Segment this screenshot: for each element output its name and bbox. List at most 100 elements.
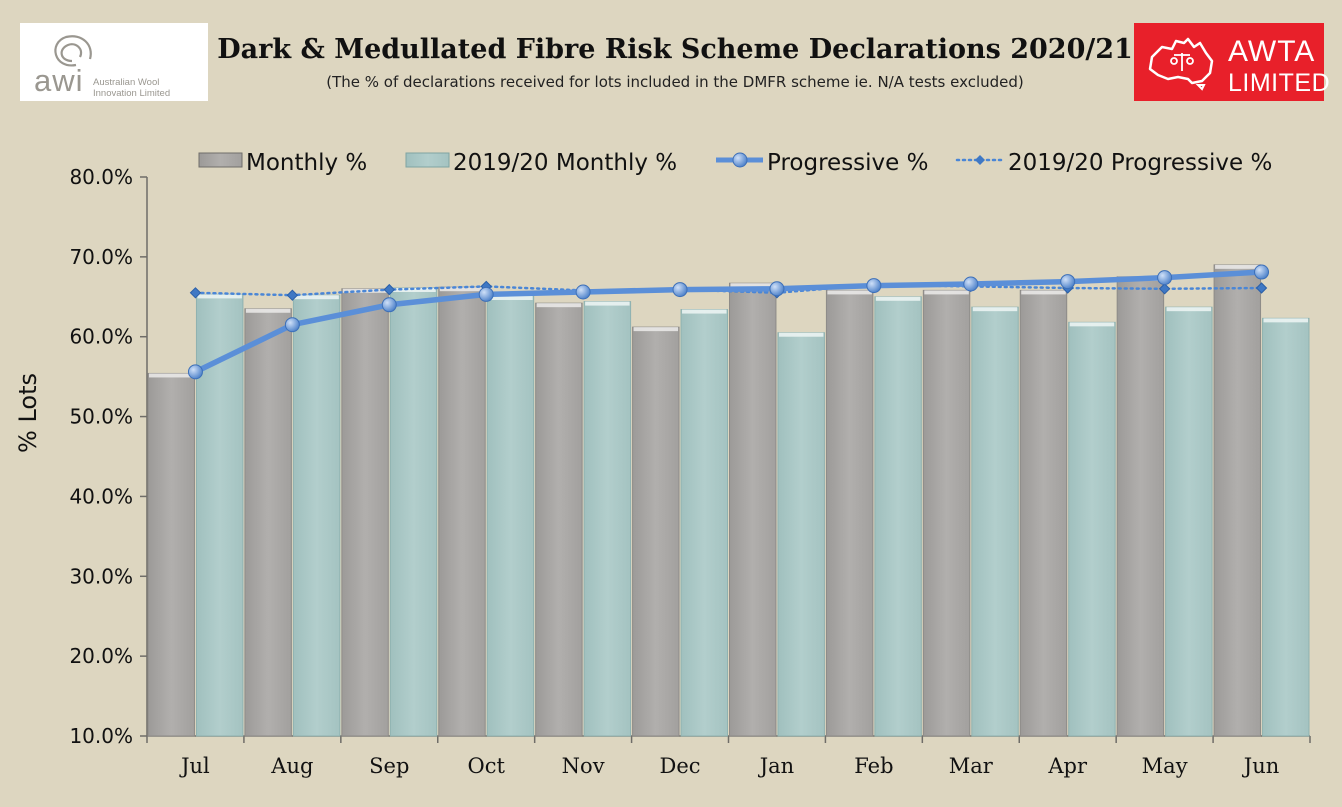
- awi-swirl-icon: [54, 35, 92, 67]
- legend-label-prev-monthly: 2019/20 Monthly %: [453, 150, 677, 176]
- bar-monthly-top: [730, 283, 775, 288]
- awta-wordmark: AWTA: [1228, 35, 1316, 68]
- y-tick-label: 10.0%: [69, 724, 133, 748]
- y-tick-label: 40.0%: [69, 484, 133, 508]
- bar-prev-monthly: [1262, 317, 1310, 737]
- bar-prev-monthly-top: [1069, 322, 1115, 327]
- point-progressive: [769, 281, 785, 297]
- point-progressive: [575, 284, 591, 300]
- point-progressive: [1060, 274, 1076, 290]
- bars: [147, 264, 1310, 737]
- bar-monthly-top: [633, 327, 679, 332]
- awi-logo: awi Australian Wool Innovation Limited: [20, 23, 208, 101]
- series-line-progressive: [192, 269, 1265, 375]
- legend-swatch-monthly: [198, 152, 243, 168]
- bar-prev-monthly-top: [197, 294, 242, 299]
- y-tick-label: 80.0%: [69, 165, 133, 189]
- bar-prev-monthly-top: [972, 307, 1018, 312]
- bar-monthly-top: [536, 303, 582, 308]
- bar-monthly: [1019, 289, 1068, 737]
- bar-monthly-top: [245, 308, 291, 313]
- bar-monthly: [1213, 264, 1262, 737]
- legend-marker-progressive: [732, 152, 748, 168]
- point-progressive: [866, 278, 882, 294]
- y-tick-label: 30.0%: [69, 564, 133, 588]
- point-prev-progressive: [286, 289, 299, 301]
- bar-prev-monthly-top: [585, 301, 630, 306]
- bar-prev-monthly-top: [488, 295, 533, 300]
- bar-prev-monthly: [389, 287, 438, 737]
- point-progressive: [672, 282, 688, 298]
- point-progressive: [1157, 270, 1173, 286]
- legend-label-prev-progressive: 2019/20 Progressive %: [1008, 150, 1272, 176]
- bar-monthly: [535, 302, 583, 737]
- y-axis-title: % Lots: [14, 373, 42, 453]
- x-tick-label: Jul: [179, 754, 210, 778]
- legend-swatch-prev-monthly: [405, 152, 450, 168]
- axes: 10.0% 20.0% 30.0% 40.0% 50.0% 60.0% 70.0% 80.0%…: [69, 165, 1311, 778]
- bar-prev-monthly-top: [682, 309, 727, 314]
- bar-prev-monthly-top: [1166, 307, 1212, 312]
- bar-monthly: [729, 282, 777, 737]
- legend: Monthly % 2019/20 Monthly % Progressive % 2…: [198, 150, 1272, 176]
- bar-monthly: [632, 326, 680, 737]
- page-subtitle: (The % of declarations received for lots…: [326, 73, 1024, 91]
- point-prev-progressive: [1158, 283, 1171, 295]
- bar-monthly-top: [1021, 290, 1066, 295]
- awi-subtext: Australian Wool Innovation Limited: [93, 77, 203, 99]
- x-tick-label: May: [1142, 754, 1188, 778]
- bar-prev-monthly: [680, 309, 729, 737]
- bar-prev-monthly-top: [875, 296, 921, 301]
- legend-label-monthly: Monthly %: [246, 150, 367, 176]
- legend-marker-prev-progressive: [975, 155, 985, 165]
- bar-monthly: [341, 288, 389, 737]
- x-tick-label: Mar: [949, 754, 994, 778]
- awi-wordmark: awi: [34, 63, 84, 98]
- bar-monthly: [825, 289, 874, 737]
- point-progressive: [1254, 264, 1270, 280]
- point-prev-progressive: [1255, 282, 1268, 294]
- awta-logo: AWTA LIMITED: [1134, 23, 1330, 101]
- bar-monthly-top: [439, 287, 485, 292]
- x-tick-label: Oct: [467, 754, 505, 778]
- point-progressive: [963, 276, 979, 292]
- bar-prev-monthly: [1165, 306, 1213, 737]
- bar-prev-monthly: [486, 295, 535, 737]
- x-tick-label: Sep: [369, 754, 409, 778]
- bar-prev-monthly: [1068, 321, 1116, 737]
- bar-prev-monthly: [292, 294, 341, 737]
- legend-label-progressive: Progressive %: [767, 150, 928, 176]
- bar-monthly: [438, 286, 486, 737]
- x-tick-label: Aug: [270, 754, 313, 778]
- x-tick-label: Dec: [660, 754, 701, 778]
- point-progressive: [478, 286, 494, 302]
- point-progressive: [284, 317, 300, 333]
- point-prev-progressive: [189, 287, 202, 299]
- bar-monthly-top: [149, 373, 194, 378]
- bar-monthly-top: [1215, 264, 1260, 269]
- point-progressive: [187, 364, 203, 380]
- awta-subtext: LIMITED: [1228, 69, 1331, 97]
- x-tick-label: Nov: [562, 754, 605, 778]
- awi-subtext-line-1: Australian Wool: [93, 77, 160, 88]
- bar-monthly: [922, 289, 971, 737]
- bar-prev-monthly-top: [778, 332, 824, 337]
- x-tick-label: Jan: [758, 754, 794, 778]
- bar-monthly: [244, 308, 292, 737]
- lines: [187, 264, 1270, 380]
- point-progressive: [381, 297, 397, 313]
- bar-monthly: [147, 372, 195, 737]
- bar-prev-monthly-top: [294, 295, 339, 300]
- australia-map-icon: [1148, 37, 1214, 91]
- bar-prev-monthly: [583, 301, 632, 737]
- point-prev-progressive: [383, 283, 395, 296]
- y-tick-label: 60.0%: [69, 325, 133, 349]
- bar-prev-monthly: [777, 332, 825, 737]
- y-tick-label: 50.0%: [69, 405, 133, 429]
- bar-prev-monthly: [971, 306, 1019, 737]
- bar-prev-monthly-top: [1263, 318, 1308, 323]
- x-tick-label: Apr: [1047, 754, 1088, 778]
- x-tick-label: Jun: [1242, 754, 1279, 778]
- page-title: Dark & Medullated Fibre Risk Scheme Decl…: [217, 34, 1133, 65]
